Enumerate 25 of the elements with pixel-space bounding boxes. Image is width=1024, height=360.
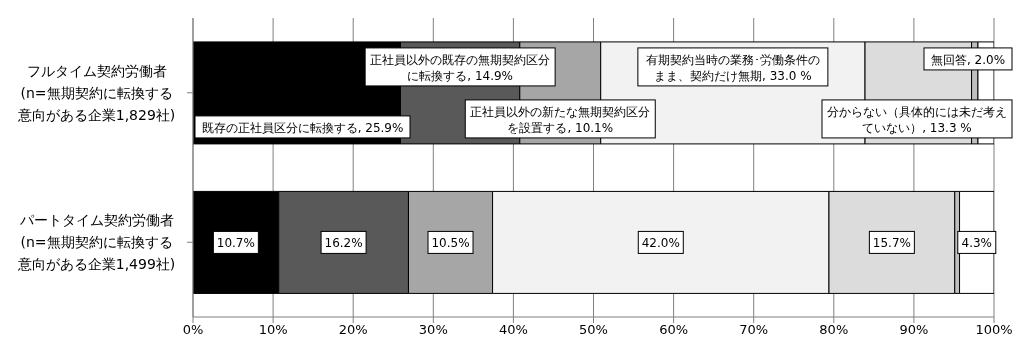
data-label: 有期契約当時の業務･労働条件のまま、契約だけ無期, 33.0 % — [645, 52, 820, 83]
x-tick-label: 60% — [659, 322, 689, 338]
data-label: 42.0% — [641, 236, 680, 251]
data-label: 正社員以外の新たな無期契約区分を設置する, 10.1% — [470, 104, 651, 135]
x-tick-label: 20% — [338, 322, 368, 338]
data-label: 16.2% — [324, 236, 363, 251]
data-label: 分からない（具体的には未だ考えていない）, 13.3 % — [827, 104, 1007, 135]
data-label: 15.7% — [872, 236, 911, 251]
y-tick-label: フルタイム契約労働者(n=無期契約に転換する意向がある企業1,829社) — [16, 62, 176, 123]
x-tick-label: 40% — [498, 322, 528, 338]
data-label: 既存の正社員区分に転換する, 25.9% — [201, 120, 404, 135]
data-label: 10.5% — [431, 236, 470, 251]
data-label: 10.7% — [216, 236, 255, 251]
x-tick-label: 30% — [418, 322, 448, 338]
x-tick-label: 80% — [819, 322, 849, 338]
x-tick-label: 100% — [975, 322, 1013, 338]
data-label: 無回答, 2.0% — [930, 52, 1006, 67]
x-tick-label: 50% — [579, 322, 608, 338]
data-label: 正社員以外の既存の無期契約区分に転換する, 14.9% — [370, 52, 551, 83]
x-tick-label: 10% — [258, 322, 288, 338]
x-tick-label: 70% — [739, 322, 769, 338]
x-tick-label: 0% — [182, 322, 204, 338]
x-tick-label: 90% — [899, 322, 929, 338]
y-tick-label: パートタイム契約労働者(n=無期契約に転換する意向がある企業1,499社) — [16, 212, 176, 273]
data-label: 4.3% — [961, 236, 993, 251]
